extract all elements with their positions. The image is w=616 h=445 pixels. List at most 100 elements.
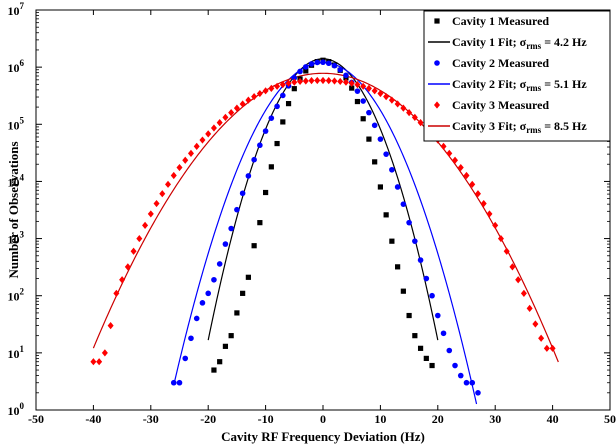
data-point <box>205 290 211 297</box>
data-point <box>475 389 481 396</box>
data-point <box>193 142 200 151</box>
x-tick-label: -30 <box>143 412 159 426</box>
data-point <box>240 290 246 296</box>
data-point <box>354 88 361 94</box>
data-point <box>199 300 206 306</box>
data-point <box>492 221 499 230</box>
data-point <box>406 312 412 319</box>
data-point <box>297 68 303 75</box>
y-axis-label: Number of Observations <box>6 142 21 279</box>
data-point <box>474 190 481 198</box>
data-point <box>119 276 126 284</box>
data-point <box>130 247 137 255</box>
data-point <box>245 173 252 179</box>
data-point <box>210 124 217 132</box>
data-point <box>469 180 476 188</box>
data-point <box>423 275 430 282</box>
data-point <box>389 166 395 173</box>
data-point <box>320 59 326 66</box>
data-point <box>165 180 172 188</box>
x-tick-label: 0 <box>320 412 326 426</box>
data-point <box>257 142 263 149</box>
data-point <box>303 68 309 74</box>
data-point <box>423 355 429 361</box>
fit-line <box>92 72 559 363</box>
data-point <box>457 372 464 379</box>
data-point <box>383 93 390 101</box>
data-point <box>107 321 114 330</box>
data-point <box>199 136 206 144</box>
data-point <box>147 210 154 218</box>
x-tick-label: -20 <box>200 412 216 426</box>
data-point <box>228 333 234 339</box>
data-point <box>360 116 366 122</box>
data-point <box>291 75 298 81</box>
data-point <box>429 292 435 299</box>
legend-box <box>423 10 611 142</box>
data-point <box>366 109 372 116</box>
data-point <box>187 149 194 157</box>
data-point <box>360 82 367 90</box>
data-point <box>176 379 183 386</box>
data-point <box>302 77 309 85</box>
data-point <box>176 163 183 172</box>
data-point <box>256 89 263 98</box>
data-point <box>543 344 550 352</box>
data-point <box>457 163 464 172</box>
data-point <box>354 98 361 105</box>
y-tick-label: 107 <box>8 1 25 18</box>
data-point <box>113 289 120 297</box>
data-point <box>417 345 424 351</box>
data-point <box>251 93 258 101</box>
data-point <box>193 315 200 322</box>
data-point <box>434 60 440 66</box>
data-point <box>216 119 223 127</box>
data-point <box>217 359 223 365</box>
data-point <box>486 210 493 218</box>
x-tick-label: 30 <box>489 412 501 426</box>
data-point <box>463 171 470 180</box>
y-tick-label: 105 <box>8 115 25 132</box>
data-point <box>263 189 269 196</box>
data-point <box>417 257 424 263</box>
data-point <box>268 164 274 170</box>
data-point <box>429 362 435 369</box>
data-point <box>285 79 292 87</box>
data-point <box>446 347 453 354</box>
data-point <box>440 330 447 337</box>
data-point <box>331 62 338 69</box>
data-point <box>245 274 251 280</box>
data-point <box>211 367 217 373</box>
data-point <box>463 379 470 386</box>
data-point <box>96 358 103 366</box>
data-point <box>480 199 487 208</box>
data-point <box>124 263 131 271</box>
data-point <box>532 320 539 328</box>
data-point <box>435 312 441 319</box>
data-point <box>383 212 389 218</box>
data-point <box>302 64 309 70</box>
data-point <box>325 77 332 85</box>
data-point <box>400 288 406 294</box>
data-point <box>377 136 384 142</box>
data-point <box>280 119 286 125</box>
data-point <box>239 190 246 197</box>
legend-label: Cavity 3 Fit; σrms = 8.5 Hz <box>452 119 587 135</box>
data-point <box>297 77 304 86</box>
x-tick-label: 40 <box>547 412 559 426</box>
data-point <box>285 101 292 107</box>
data-point <box>228 109 235 117</box>
x-tick-label: -40 <box>85 412 101 426</box>
data-point <box>452 362 458 369</box>
data-point <box>170 379 177 386</box>
data-point <box>469 379 476 386</box>
data-point <box>308 61 315 67</box>
data-point <box>434 101 440 109</box>
y-axis: 100 101 102 103 104 105 106 107 <box>8 1 610 418</box>
data-point <box>497 234 504 243</box>
data-point <box>245 96 252 104</box>
data-point <box>239 100 246 108</box>
data-point <box>412 333 418 339</box>
y-tick-label: 104 <box>8 172 25 189</box>
